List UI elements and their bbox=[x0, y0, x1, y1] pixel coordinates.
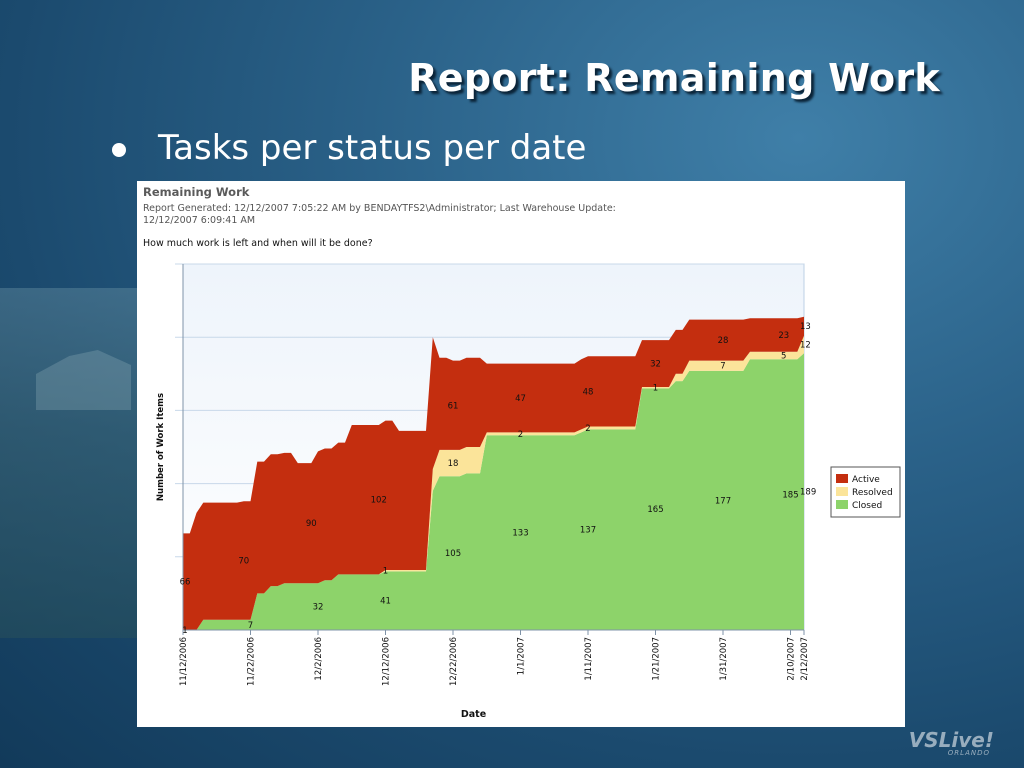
data-label-active: 90 bbox=[306, 519, 317, 529]
legend-swatch-closed bbox=[836, 500, 848, 509]
background-photo bbox=[0, 288, 140, 638]
data-label-resolved: 18 bbox=[448, 459, 459, 469]
data-label-resolved: 7 bbox=[720, 362, 725, 372]
data-label-closed: 185 bbox=[782, 491, 798, 501]
data-label-active: 102 bbox=[371, 496, 387, 506]
data-label-active: 48 bbox=[583, 387, 594, 397]
remaining-work-chart: 11/12/2006 11/22/2006 12/2/2006 12/12/2006 1… bbox=[156, 263, 901, 720]
bullet-text: Tasks per status per date bbox=[158, 128, 587, 168]
x-tick-label: 2/10/2007 bbox=[787, 637, 797, 681]
x-tick-label: 12/12/2006 bbox=[382, 637, 392, 686]
data-label-closed: 105 bbox=[445, 549, 461, 559]
data-label-closed: 41 bbox=[380, 597, 391, 607]
data-label-resolved: 1 bbox=[383, 567, 388, 577]
series-area-closed bbox=[183, 353, 804, 630]
data-label-active: 13 bbox=[800, 322, 811, 332]
data-label-closed: 7 bbox=[248, 621, 253, 631]
x-tick-label: 1/31/2007 bbox=[719, 637, 729, 681]
data-label-active: 32 bbox=[650, 360, 661, 370]
y-axis-title: Number of Work Items bbox=[156, 393, 166, 501]
data-label-resolved: 1 bbox=[653, 384, 658, 394]
slide-title: Report: Remaining Work bbox=[408, 56, 940, 100]
report-question: How much work is left and when will it b… bbox=[143, 238, 373, 249]
report-panel: Remaining Work Report Generated: 12/12/2… bbox=[137, 181, 905, 727]
series-area-active bbox=[183, 316, 804, 630]
data-label-resolved: 2 bbox=[585, 424, 590, 434]
data-label-closed: 1 bbox=[182, 626, 187, 636]
legend-label-closed: Closed bbox=[852, 501, 882, 511]
data-label-resolved: 12 bbox=[800, 341, 811, 351]
series-area-resolved bbox=[183, 335, 804, 630]
x-tick-label: 2/12/2007 bbox=[800, 637, 810, 681]
legend-swatch-resolved bbox=[836, 487, 848, 496]
data-label-closed: 177 bbox=[715, 496, 731, 506]
report-title: Remaining Work bbox=[143, 185, 250, 199]
data-label-active: 70 bbox=[238, 556, 249, 566]
data-label-closed: 133 bbox=[512, 529, 528, 539]
legend-label-active: Active bbox=[852, 475, 880, 485]
x-tick-label: 12/2/2006 bbox=[314, 637, 324, 681]
x-tick-label: 11/22/2006 bbox=[247, 637, 257, 686]
x-tick-label: 1/1/2007 bbox=[517, 637, 527, 675]
data-label-active: 47 bbox=[515, 394, 526, 404]
data-label-resolved: 5 bbox=[781, 352, 786, 362]
data-label-active: 28 bbox=[718, 336, 729, 346]
x-tick-label: 12/22/2006 bbox=[449, 637, 459, 686]
data-label-closed: 32 bbox=[313, 603, 324, 613]
data-label-closed: 137 bbox=[580, 526, 596, 536]
legend-swatch-active bbox=[836, 474, 848, 483]
legend-label-resolved: Resolved bbox=[852, 488, 893, 498]
data-label-resolved: 2 bbox=[518, 430, 523, 440]
x-tick-label: 11/12/2006 bbox=[179, 637, 189, 686]
x-tick-label: 1/21/2007 bbox=[652, 637, 662, 681]
x-axis-title: Date bbox=[461, 709, 486, 720]
data-label-active: 66 bbox=[180, 578, 191, 588]
data-label-active: 61 bbox=[448, 401, 459, 411]
vslive-logo: VSLive! bbox=[908, 728, 994, 752]
vslive-logo-subtitle: ORLANDO bbox=[947, 749, 990, 757]
data-label-active: 23 bbox=[778, 331, 789, 341]
data-label-closed: 165 bbox=[647, 505, 663, 515]
report-meta: Report Generated: 12/12/2007 7:05:22 AM … bbox=[143, 203, 616, 226]
bullet-icon bbox=[112, 143, 126, 157]
data-label-closed: 189 bbox=[800, 488, 816, 498]
x-tick-label: 1/11/2007 bbox=[584, 637, 594, 681]
